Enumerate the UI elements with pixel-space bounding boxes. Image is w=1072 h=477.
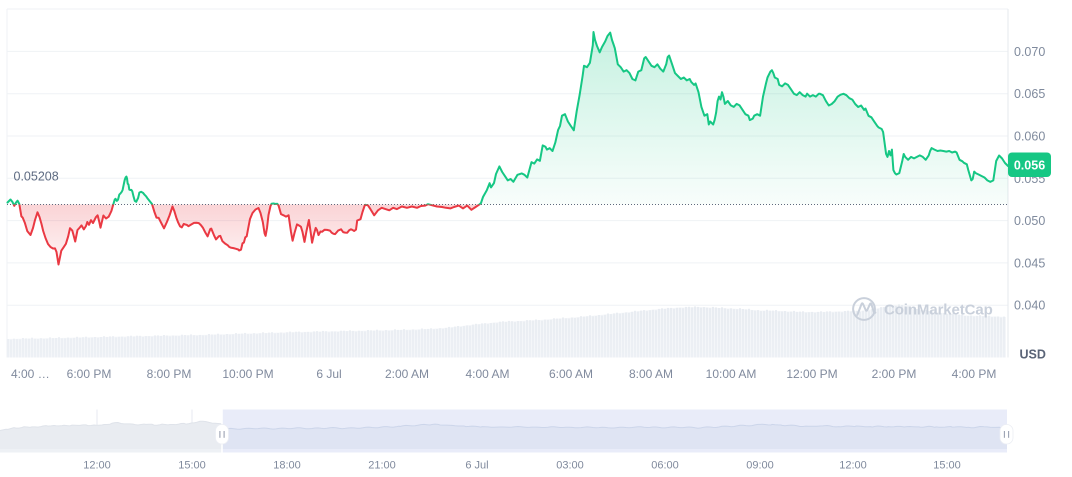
svg-text:4:00 …: 4:00 … [11,367,50,381]
svg-text:4:00 AM: 4:00 AM [465,367,509,381]
svg-text:06:00: 06:00 [651,460,679,472]
svg-text:USD: USD [1020,347,1046,361]
svg-text:6 Jul: 6 Jul [316,367,341,381]
svg-text:0.045: 0.045 [1014,256,1045,270]
svg-text:0.050: 0.050 [1014,214,1045,228]
svg-text:03:00: 03:00 [556,460,584,472]
svg-text:12:00 PM: 12:00 PM [786,367,837,381]
svg-text:18:00: 18:00 [273,460,301,472]
svg-text:15:00: 15:00 [178,460,206,472]
svg-text:21:00: 21:00 [368,460,396,472]
svg-text:CoinMarketCap: CoinMarketCap [884,302,993,319]
svg-text:4:00 PM: 4:00 PM [952,367,997,381]
svg-text:6:00 AM: 6:00 AM [549,367,593,381]
svg-text:0.060: 0.060 [1014,130,1045,144]
svg-text:0.065: 0.065 [1014,87,1045,101]
svg-text:0.05208: 0.05208 [14,170,59,184]
svg-text:15:00: 15:00 [933,460,961,472]
svg-text:0.070: 0.070 [1014,45,1045,59]
svg-text:2:00 PM: 2:00 PM [872,367,917,381]
svg-text:12:00: 12:00 [83,460,111,472]
svg-text:12:00: 12:00 [839,460,867,472]
svg-text:8:00 AM: 8:00 AM [629,367,673,381]
svg-text:8:00 PM: 8:00 PM [147,367,192,381]
svg-text:6:00 PM: 6:00 PM [67,367,112,381]
svg-text:2:00 AM: 2:00 AM [385,367,429,381]
svg-text:09:00: 09:00 [746,460,774,472]
svg-text:10:00 PM: 10:00 PM [222,367,273,381]
svg-text:10:00 AM: 10:00 AM [706,367,757,381]
svg-text:6 Jul: 6 Jul [465,460,488,472]
svg-text:0.040: 0.040 [1014,299,1045,313]
svg-text:0.056: 0.056 [1014,158,1045,172]
